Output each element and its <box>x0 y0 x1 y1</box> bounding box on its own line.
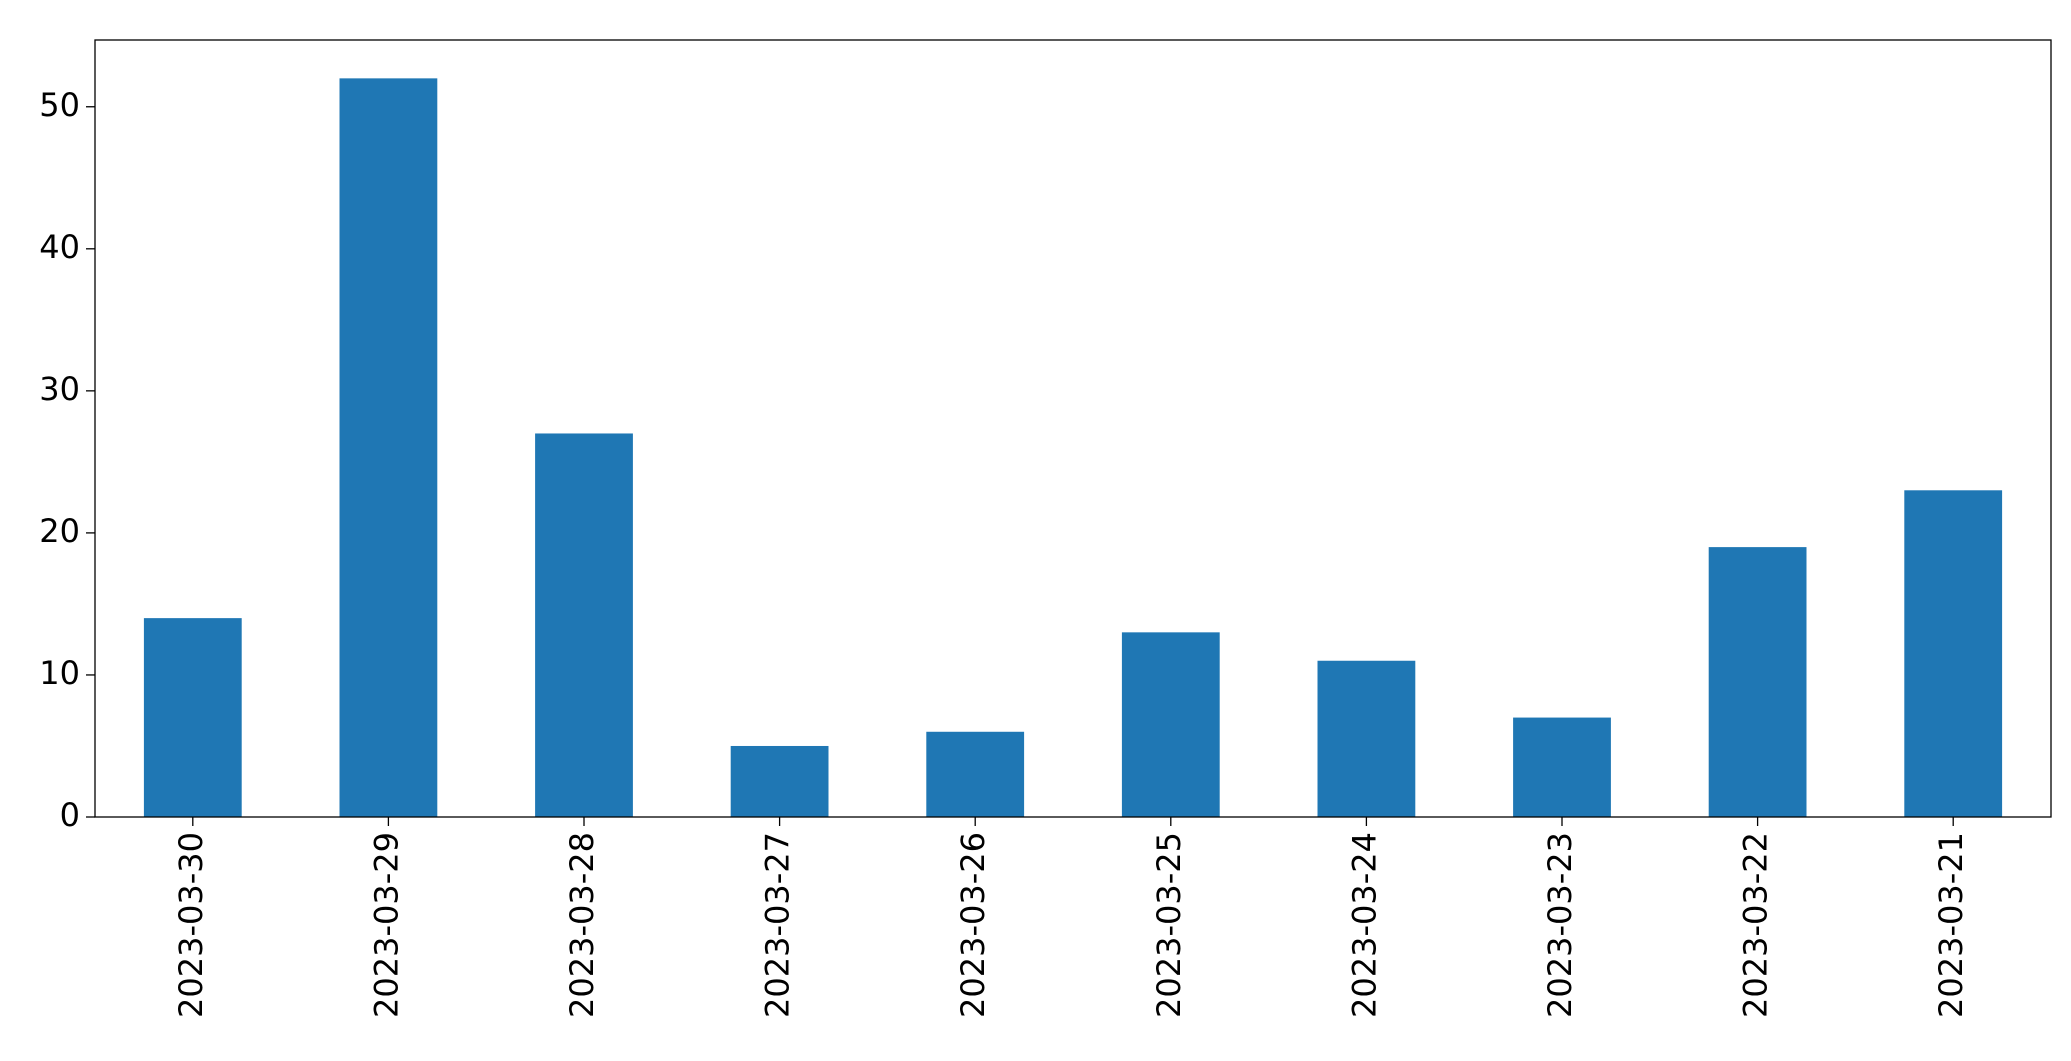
x-tick-label: 2023-03-26 <box>954 832 992 1018</box>
y-tick-label: 10 <box>39 654 80 692</box>
bar <box>339 78 438 817</box>
bar <box>730 745 829 817</box>
x-tick-label: 2023-03-22 <box>1737 832 1775 1018</box>
y-tick-label: 30 <box>39 370 80 408</box>
x-tick-label: 2023-03-23 <box>1541 832 1579 1018</box>
bar <box>1708 547 1807 817</box>
y-tick-label: 0 <box>60 796 80 834</box>
x-tick-label: 2023-03-21 <box>1932 832 1970 1018</box>
x-tick-label: 2023-03-30 <box>172 832 210 1018</box>
x-tick-label: 2023-03-25 <box>1150 832 1188 1018</box>
x-tick-label: 2023-03-27 <box>759 832 797 1018</box>
bar <box>926 731 1025 817</box>
x-tick-label: 2023-03-28 <box>563 832 601 1018</box>
x-tick-label: 2023-03-29 <box>367 832 405 1018</box>
axes-frame <box>94 39 2052 818</box>
bar <box>1121 632 1220 817</box>
bar <box>535 433 633 817</box>
x-tick-label: 2023-03-24 <box>1345 832 1383 1018</box>
bar <box>1317 660 1416 817</box>
bar <box>1513 717 1611 817</box>
y-tick-label: 20 <box>39 512 80 550</box>
y-tick-label: 40 <box>39 228 80 266</box>
bar <box>1904 490 2003 817</box>
y-tick-label: 50 <box>39 86 80 124</box>
bar <box>143 618 242 817</box>
